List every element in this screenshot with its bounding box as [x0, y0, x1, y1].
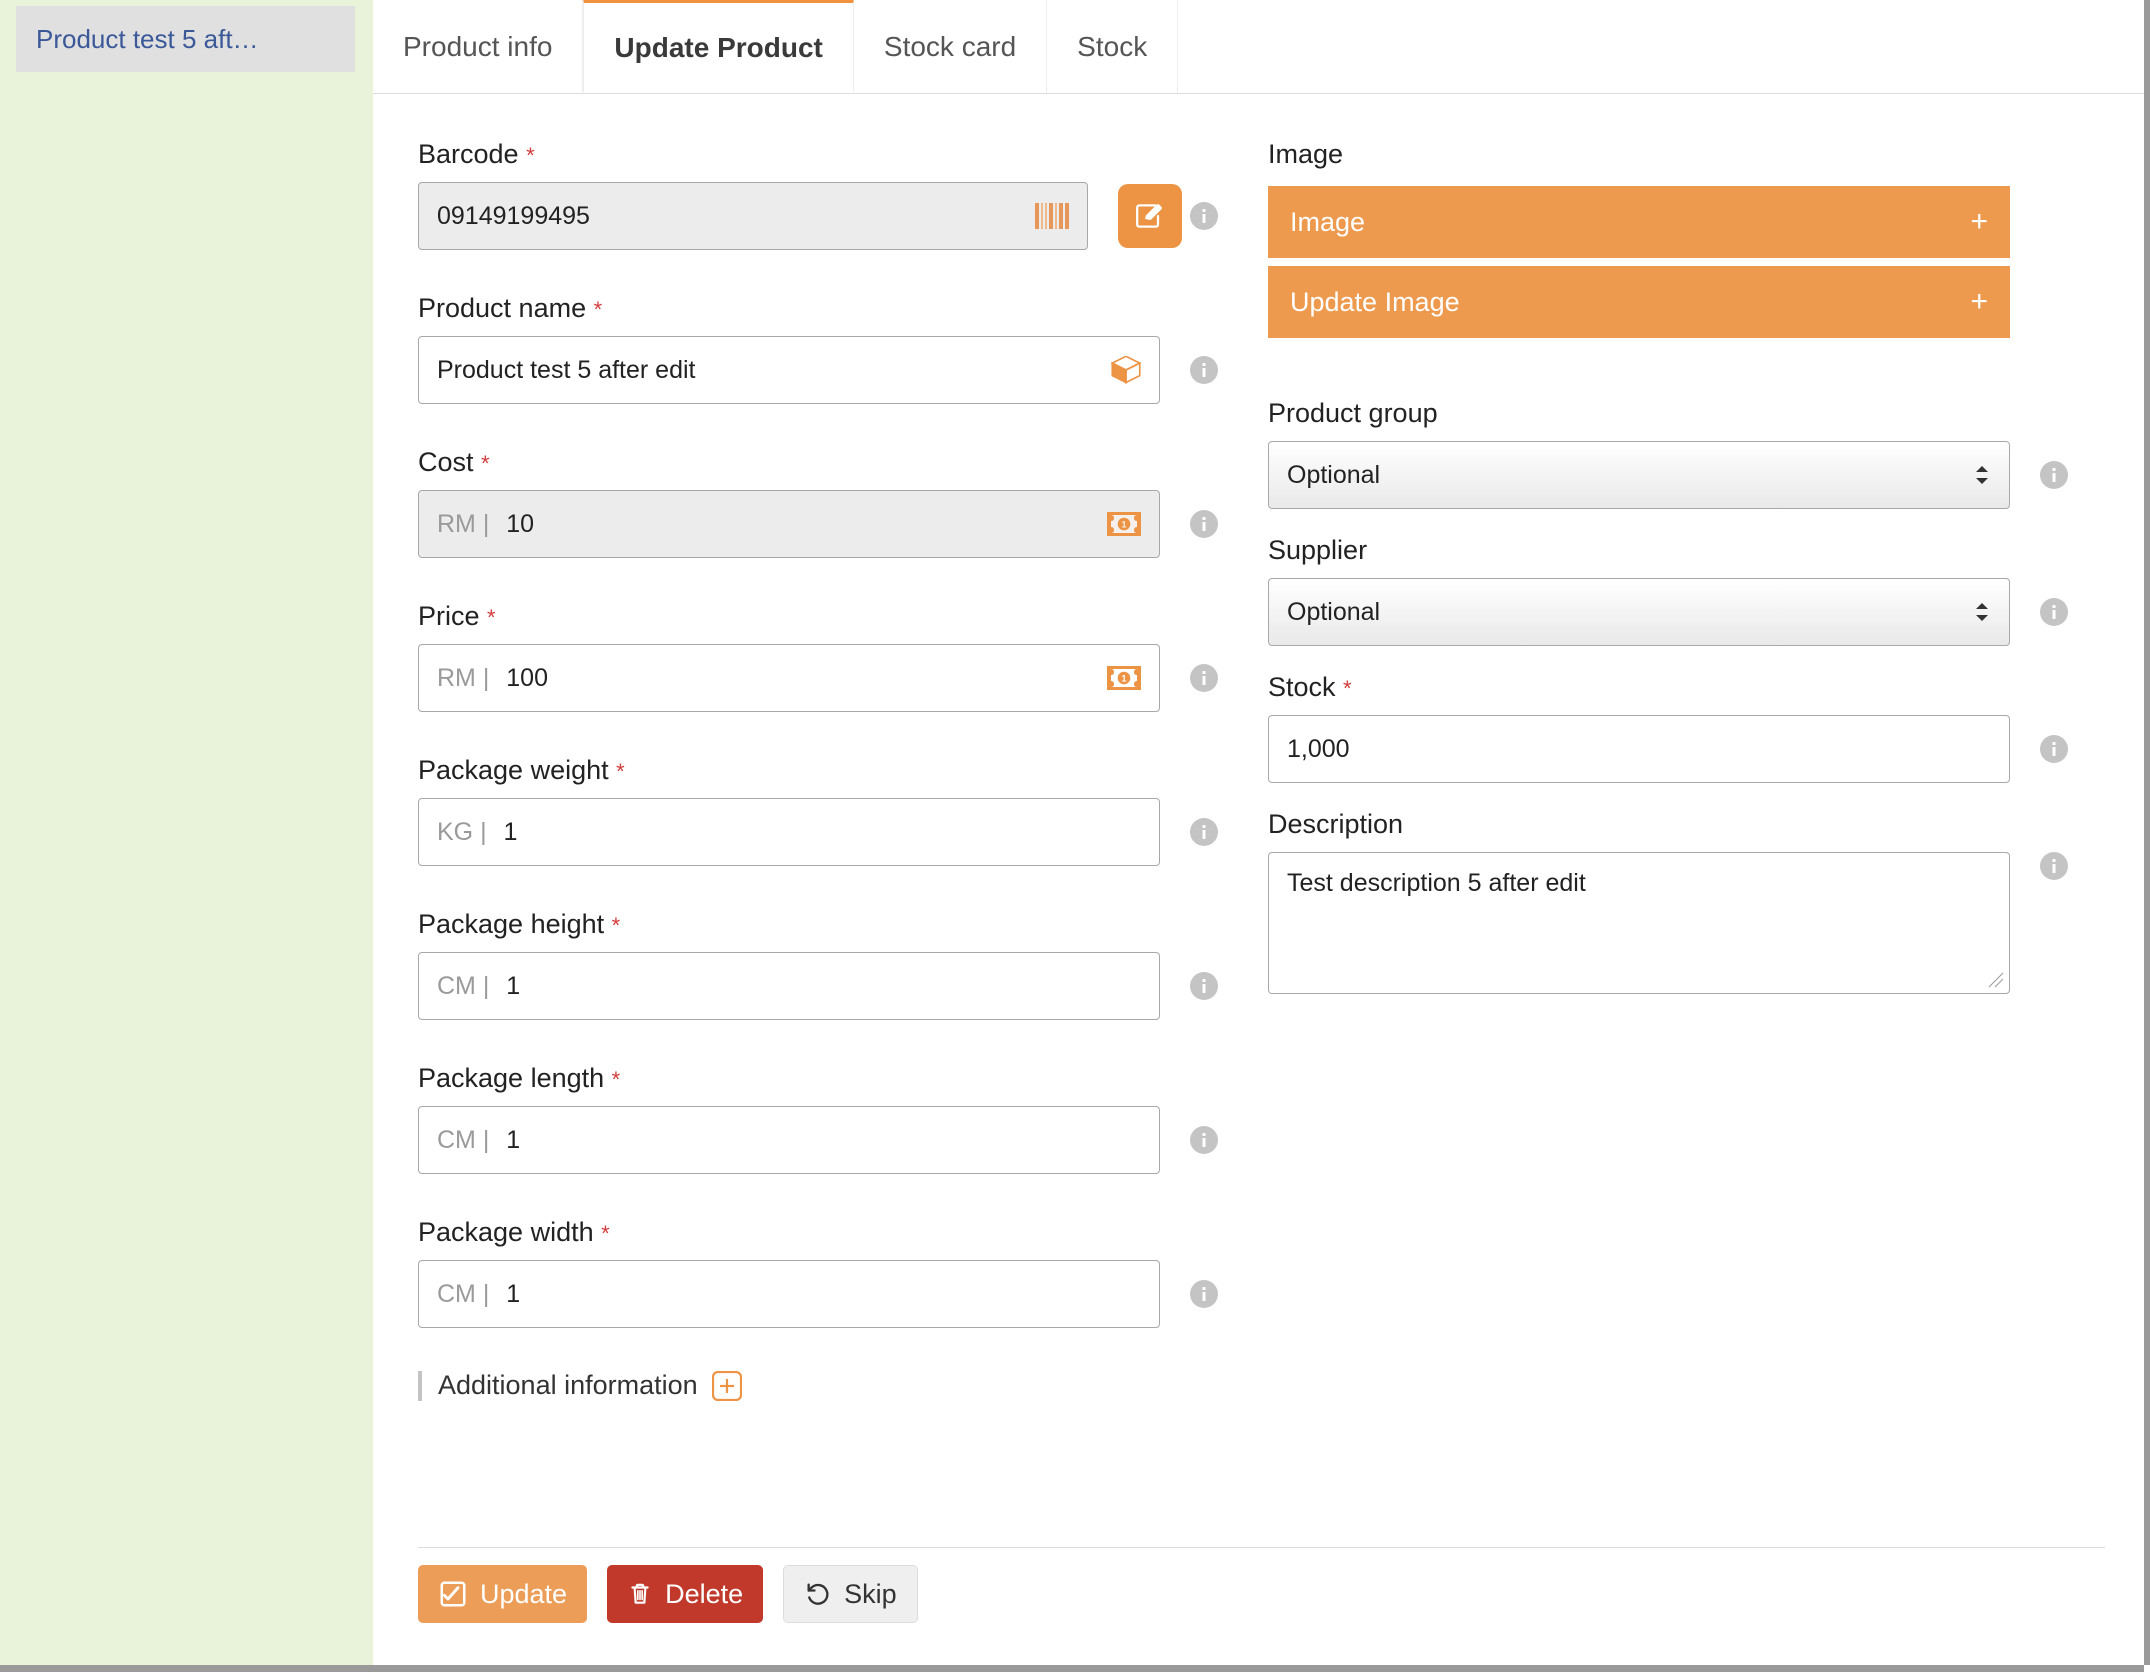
svg-text:1: 1	[1121, 674, 1126, 684]
svg-text:1: 1	[1121, 520, 1126, 530]
